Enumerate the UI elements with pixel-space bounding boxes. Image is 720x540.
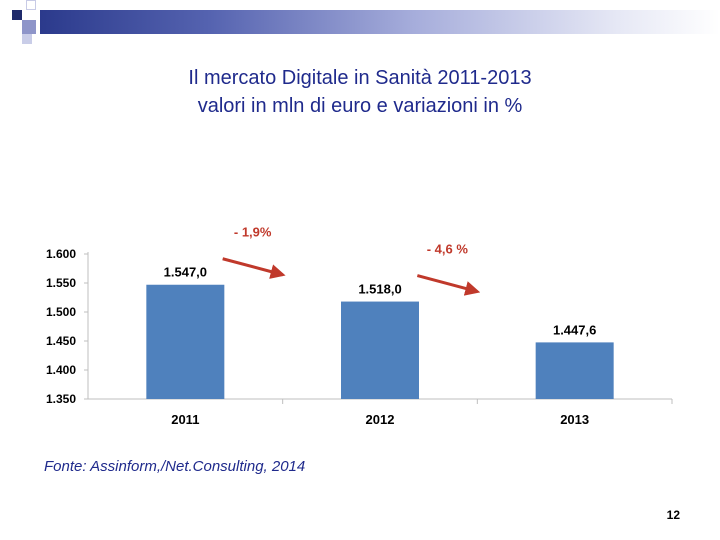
- data-label: 1.447,6: [553, 322, 596, 337]
- x-tick-label: 2013: [560, 412, 589, 427]
- variation-arrow: [222, 257, 286, 279]
- y-tick-label: 1.350: [46, 392, 76, 406]
- bar: [341, 301, 419, 399]
- data-label: 1.518,0: [358, 282, 401, 297]
- page-number: 12: [666, 508, 680, 522]
- variation-label: - 1,9%: [234, 225, 272, 240]
- header-gradient-band: [40, 10, 720, 34]
- bar: [535, 342, 614, 399]
- x-tick-label: 2011: [171, 412, 199, 427]
- variation-label: - 4,6 %: [427, 242, 469, 257]
- y-tick-label: 1.600: [46, 247, 76, 261]
- decorative-square: [22, 34, 32, 44]
- y-tick-label: 1.550: [46, 276, 76, 290]
- x-tick-label: 2012: [366, 412, 395, 427]
- bar: [146, 284, 225, 399]
- data-label: 1.547,0: [164, 265, 207, 280]
- source-note: Fonte: Assinform,/Net.Consulting, 2014: [44, 458, 306, 475]
- decorative-square: [12, 10, 22, 20]
- slide-title: Il mercato Digitale in Sanità 2011-2013: [188, 67, 532, 89]
- y-tick-label: 1.400: [46, 363, 76, 377]
- variation-arrow: [416, 274, 481, 296]
- decorative-square: [26, 0, 36, 10]
- decorative-square: [22, 20, 36, 34]
- y-tick-label: 1.500: [46, 305, 76, 319]
- y-tick-label: 1.450: [46, 334, 76, 348]
- slide-subtitle: valori in mln di euro e variazioni in %: [197, 95, 523, 117]
